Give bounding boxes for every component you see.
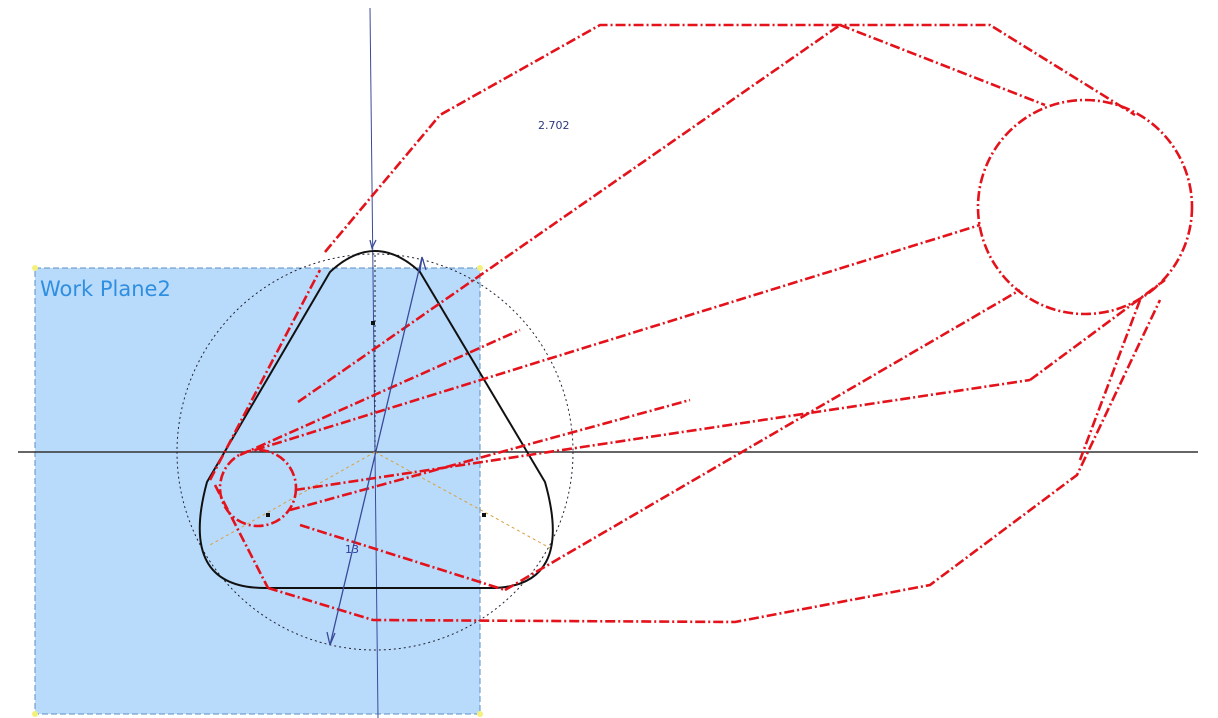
work-plane[interactable]: [34, 267, 481, 715]
construction-circle: [176, 253, 574, 651]
sketch-points: [266, 321, 486, 517]
rounded-triangle: [198, 250, 554, 589]
belt-paths: [208, 23, 1194, 624]
work-plane-label: Work Plane2: [40, 277, 171, 301]
dimension-label[interactable]: 2.702: [538, 119, 570, 132]
y-axis: [369, 7, 379, 718]
dimension-line: [326, 239, 427, 646]
dimension-label[interactable]: 13: [345, 543, 359, 556]
plane-corners: [32, 265, 483, 717]
